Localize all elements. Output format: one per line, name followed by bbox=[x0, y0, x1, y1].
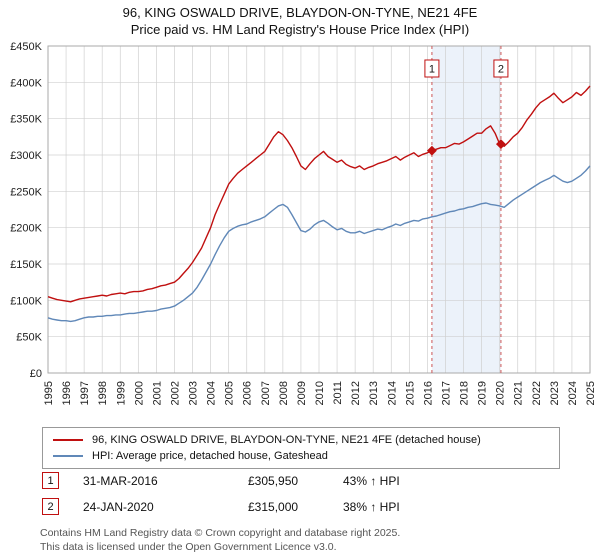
svg-text:£50K: £50K bbox=[16, 332, 42, 344]
property-line-swatch bbox=[53, 439, 83, 441]
svg-text:2000: 2000 bbox=[133, 381, 145, 405]
sale-annotation-2: 2 24-JAN-2020 £315,000 38% ↑ HPI bbox=[42, 498, 400, 515]
svg-text:2021: 2021 bbox=[513, 381, 525, 405]
license-line-1: Contains HM Land Registry data © Crown c… bbox=[40, 527, 401, 539]
svg-text:2017: 2017 bbox=[440, 381, 452, 405]
sale-1-hpi-delta: 43% ↑ HPI bbox=[343, 473, 400, 488]
marker-2-badge: 2 bbox=[42, 498, 59, 515]
svg-text:2012: 2012 bbox=[350, 381, 362, 405]
svg-text:£100K: £100K bbox=[10, 295, 42, 307]
svg-text:2025: 2025 bbox=[585, 381, 597, 405]
svg-text:£400K: £400K bbox=[10, 77, 42, 89]
sale-2-date: 24-JAN-2020 bbox=[83, 499, 154, 514]
chart-legend: 96, KING OSWALD DRIVE, BLAYDON-ON-TYNE, … bbox=[42, 427, 560, 469]
sale-annotation-1: 1 31-MAR-2016 £305,950 43% ↑ HPI bbox=[42, 472, 400, 489]
svg-text:2008: 2008 bbox=[278, 381, 290, 405]
legend-label-hpi: HPI: Average price, detached house, Gate… bbox=[92, 450, 328, 462]
svg-text:1995: 1995 bbox=[43, 381, 55, 405]
svg-text:2004: 2004 bbox=[206, 381, 218, 405]
svg-text:1996: 1996 bbox=[61, 381, 73, 405]
svg-text:£200K: £200K bbox=[10, 223, 42, 235]
svg-text:2013: 2013 bbox=[368, 381, 380, 405]
svg-text:2016: 2016 bbox=[422, 381, 434, 405]
license-line-2: This data is licensed under the Open Gov… bbox=[40, 540, 337, 553]
svg-text:2010: 2010 bbox=[314, 381, 326, 405]
svg-text:2011: 2011 bbox=[332, 381, 344, 405]
marker-1-badge: 1 bbox=[42, 472, 59, 489]
svg-text:2001: 2001 bbox=[151, 381, 163, 405]
svg-text:2015: 2015 bbox=[404, 381, 416, 405]
svg-text:2024: 2024 bbox=[567, 381, 579, 405]
svg-text:£450K: £450K bbox=[10, 41, 42, 53]
hpi-line-swatch bbox=[53, 455, 83, 457]
svg-text:2003: 2003 bbox=[188, 381, 200, 405]
sale-2-hpi-delta: 38% ↑ HPI bbox=[343, 499, 400, 514]
svg-text:1997: 1997 bbox=[79, 381, 91, 405]
sale-2-price: £315,000 bbox=[248, 499, 299, 514]
svg-text:£300K: £300K bbox=[10, 150, 42, 162]
license-footer: Contains HM Land Registry data © Crown c… bbox=[40, 527, 590, 554]
sale-1-price: £305,950 bbox=[248, 473, 299, 488]
page-subtitle: Price paid vs. HM Land Registry's House … bbox=[130, 22, 470, 37]
svg-text:2: 2 bbox=[498, 64, 504, 76]
svg-text:2023: 2023 bbox=[549, 381, 561, 405]
price-history-chart: £0 £50K £100K £150K £200K £250K £300K £350K £400… bbox=[10, 41, 597, 405]
svg-text:1998: 1998 bbox=[97, 381, 109, 405]
svg-text:2022: 2022 bbox=[531, 381, 543, 405]
svg-text:2018: 2018 bbox=[459, 381, 471, 405]
svg-text:£0: £0 bbox=[30, 368, 42, 380]
svg-text:2014: 2014 bbox=[386, 381, 398, 405]
svg-text:£350K: £350K bbox=[10, 114, 42, 126]
legend-item-hpi: HPI: Average price, detached house, Gate… bbox=[53, 448, 549, 464]
svg-text:2009: 2009 bbox=[296, 381, 308, 405]
svg-text:£150K: £150K bbox=[10, 259, 42, 271]
svg-text:£250K: £250K bbox=[10, 186, 42, 198]
sale-1-date: 31-MAR-2016 bbox=[83, 473, 158, 488]
svg-text:1999: 1999 bbox=[115, 381, 127, 405]
svg-text:2020: 2020 bbox=[495, 381, 507, 405]
svg-text:2005: 2005 bbox=[224, 381, 236, 405]
page-title: 96, KING OSWALD DRIVE, BLAYDON-ON-TYNE, … bbox=[122, 5, 478, 20]
svg-text:2019: 2019 bbox=[477, 381, 489, 405]
svg-text:2007: 2007 bbox=[260, 381, 272, 405]
legend-label-property: 96, KING OSWALD DRIVE, BLAYDON-ON-TYNE, … bbox=[92, 434, 481, 446]
legend-item-property: 96, KING OSWALD DRIVE, BLAYDON-ON-TYNE, … bbox=[53, 432, 549, 448]
svg-text:2002: 2002 bbox=[169, 381, 181, 405]
svg-text:1: 1 bbox=[429, 64, 435, 76]
svg-text:2006: 2006 bbox=[242, 381, 254, 405]
